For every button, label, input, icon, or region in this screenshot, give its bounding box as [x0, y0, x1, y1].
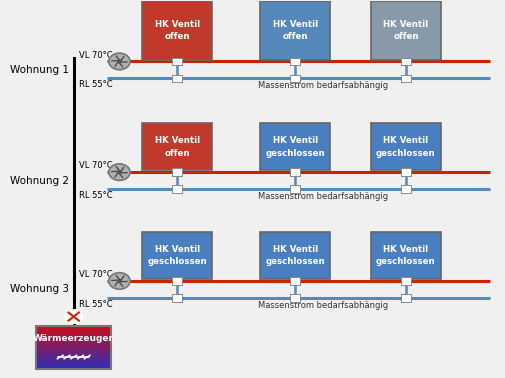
Bar — [290, 74, 299, 82]
Circle shape — [65, 310, 82, 323]
Text: VL 70°C: VL 70°C — [78, 270, 112, 279]
Text: HK Ventil
geschlossen: HK Ventil geschlossen — [265, 245, 324, 266]
Bar — [36, 354, 111, 355]
Bar — [36, 357, 111, 358]
Bar — [36, 326, 111, 369]
Bar — [290, 294, 299, 302]
Bar — [370, 123, 440, 170]
Bar — [36, 359, 111, 361]
Bar — [400, 277, 410, 285]
Bar — [36, 345, 111, 347]
Bar — [290, 58, 299, 65]
Bar — [36, 364, 111, 366]
Bar — [36, 362, 111, 364]
Bar — [36, 350, 111, 352]
Bar — [36, 339, 111, 340]
Bar — [260, 2, 329, 60]
Bar — [36, 356, 111, 357]
Text: HK Ventil
offen: HK Ventil offen — [272, 20, 317, 41]
Text: HK Ventil
offen: HK Ventil offen — [383, 20, 428, 41]
Text: RL 55°C: RL 55°C — [78, 191, 112, 200]
Bar — [36, 339, 111, 341]
Text: HK Ventil
geschlossen: HK Ventil geschlossen — [265, 136, 324, 158]
Bar — [36, 331, 111, 332]
Text: Wohnung 1: Wohnung 1 — [10, 65, 69, 75]
Bar — [36, 329, 111, 330]
Circle shape — [117, 279, 121, 282]
Bar — [36, 361, 111, 363]
Bar — [36, 360, 111, 361]
Bar — [370, 232, 440, 279]
Bar — [260, 123, 329, 170]
Bar — [36, 355, 111, 356]
Bar — [290, 185, 299, 193]
Bar — [36, 368, 111, 369]
Bar — [36, 343, 111, 344]
Text: VL 70°C: VL 70°C — [78, 51, 112, 60]
Bar — [172, 277, 182, 285]
Circle shape — [109, 164, 130, 180]
Bar — [400, 74, 410, 82]
Bar — [36, 347, 111, 349]
Bar — [36, 367, 111, 368]
Bar — [36, 341, 111, 342]
Bar — [400, 58, 410, 65]
Bar — [172, 185, 182, 193]
Circle shape — [109, 53, 130, 70]
Bar — [260, 232, 329, 279]
Text: RL 55°C: RL 55°C — [78, 300, 112, 309]
Circle shape — [117, 60, 121, 63]
Bar — [290, 168, 299, 176]
Bar — [290, 277, 299, 285]
Bar — [36, 327, 111, 328]
Text: RL 55°C: RL 55°C — [78, 80, 112, 89]
Text: Wohnung 3: Wohnung 3 — [10, 284, 69, 294]
Bar — [36, 349, 111, 351]
Text: HK Ventil
geschlossen: HK Ventil geschlossen — [375, 245, 435, 266]
Bar — [400, 185, 410, 193]
Bar — [142, 232, 212, 279]
Bar — [36, 352, 111, 353]
Bar — [36, 348, 111, 350]
Bar — [142, 123, 212, 170]
Bar — [370, 2, 440, 60]
Bar — [36, 336, 111, 338]
Text: HK Ventil
offen: HK Ventil offen — [155, 136, 199, 158]
Text: Massenstrom bedarfsabhängig: Massenstrom bedarfsabhängig — [257, 192, 387, 201]
Bar — [400, 168, 410, 176]
Text: Wärmeerzeuger: Wärmeerzeuger — [33, 333, 114, 342]
Bar — [36, 344, 111, 345]
Bar — [36, 333, 111, 335]
Bar — [36, 325, 111, 327]
Text: Massenstrom bedarfsabhängig: Massenstrom bedarfsabhängig — [257, 81, 387, 90]
Bar — [36, 358, 111, 359]
Bar — [36, 366, 111, 367]
Bar — [36, 353, 111, 354]
Text: Massenstrom bedarfsabhängig: Massenstrom bedarfsabhängig — [257, 301, 387, 310]
Bar — [36, 335, 111, 337]
Bar — [172, 74, 182, 82]
Bar — [172, 294, 182, 302]
Bar — [36, 342, 111, 343]
Text: HK Ventil
geschlossen: HK Ventil geschlossen — [375, 136, 435, 158]
Bar — [172, 58, 182, 65]
Text: HK Ventil
offen: HK Ventil offen — [155, 20, 199, 41]
Bar — [36, 346, 111, 347]
Bar — [36, 363, 111, 365]
Bar — [36, 334, 111, 336]
Bar — [36, 332, 111, 333]
Bar — [36, 338, 111, 339]
Bar — [172, 168, 182, 176]
Text: HK Ventil
geschlossen: HK Ventil geschlossen — [147, 245, 207, 266]
Bar — [36, 330, 111, 332]
Text: Wohnung 2: Wohnung 2 — [10, 175, 69, 186]
Bar — [142, 2, 212, 60]
Circle shape — [109, 273, 130, 289]
Bar — [400, 294, 410, 302]
Circle shape — [117, 170, 121, 174]
Text: VL 70°C: VL 70°C — [78, 161, 112, 170]
Bar — [36, 328, 111, 329]
